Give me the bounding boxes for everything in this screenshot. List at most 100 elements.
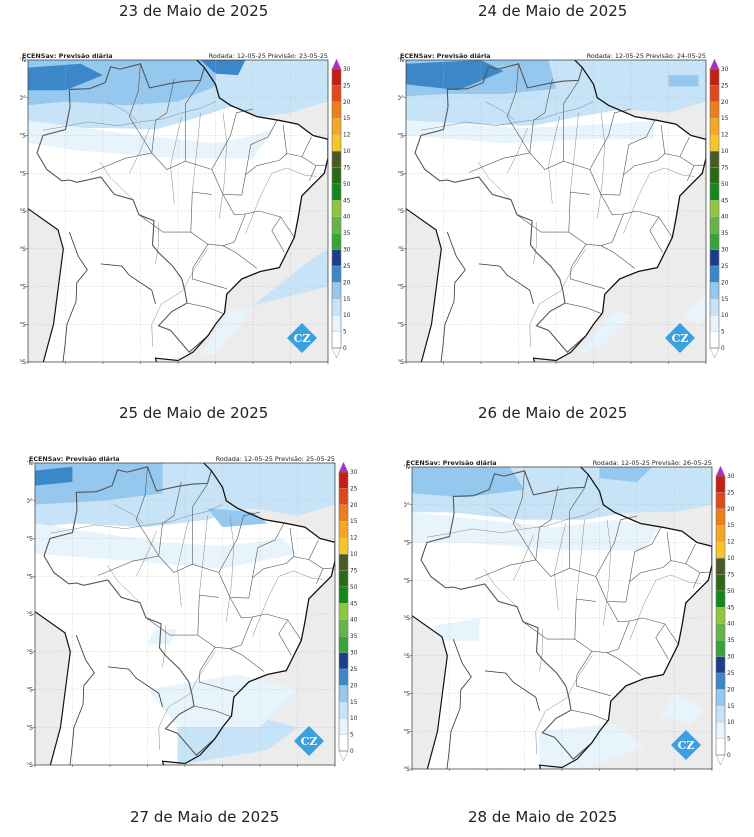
colorbar-segment bbox=[338, 504, 349, 522]
logo-diamond bbox=[671, 730, 701, 760]
colorbar-segment bbox=[338, 701, 349, 719]
colorbar-segment bbox=[331, 265, 342, 283]
colorbar-tick-label: 200 bbox=[727, 507, 734, 513]
colorbar-segment bbox=[331, 167, 342, 185]
colorbar-segment bbox=[715, 689, 726, 706]
state-border bbox=[90, 152, 317, 196]
colorbar-segment bbox=[715, 705, 726, 723]
colorbar-tick-label: 30 bbox=[727, 655, 734, 661]
colorbar-segment bbox=[709, 200, 720, 217]
colorbar-segment bbox=[709, 101, 720, 119]
river bbox=[539, 629, 543, 671]
river bbox=[170, 116, 183, 204]
colorbar-segment bbox=[331, 85, 342, 102]
colorbar-max-arrow bbox=[338, 461, 349, 473]
colorbar-tick-label: 0 bbox=[343, 346, 347, 352]
coastline bbox=[28, 60, 328, 362]
lat-label: 30°S bbox=[404, 727, 410, 735]
map-layer bbox=[35, 463, 335, 765]
lat-label: 15°S bbox=[404, 614, 410, 622]
river bbox=[507, 127, 528, 174]
logo-text: CZ bbox=[672, 332, 689, 345]
colorbar-segment bbox=[709, 265, 720, 283]
colorbar-min-arrow bbox=[338, 750, 349, 762]
colorbar-segment bbox=[331, 298, 342, 316]
map-header: ECENSav: Previsão diária Rodada: 12-05-2… bbox=[404, 459, 712, 469]
forecast-map-3: 75°W70°W65°W60°W55°W50°W45°W40°W35°W5°N0… bbox=[27, 455, 357, 767]
colorbar: 0 5 10 15 20 25 30 35 40 45 50 75 100 125 150 200 250 300… bbox=[338, 461, 357, 762]
colorbar-min-arrow bbox=[709, 347, 720, 359]
lat-label: 25°S bbox=[20, 283, 26, 291]
colorbar-segment bbox=[709, 167, 720, 185]
precip-area bbox=[35, 523, 298, 569]
colorbar-segment bbox=[709, 150, 720, 168]
colorbar-tick-label: 300 bbox=[727, 474, 734, 480]
colorbar-segment bbox=[709, 282, 720, 299]
run-info: Rodada: 12-05-25 Previsão: 25-05-25 bbox=[215, 455, 335, 463]
lat-label: 30°S bbox=[27, 723, 33, 731]
river bbox=[226, 515, 235, 622]
river bbox=[136, 530, 157, 577]
colorbar-tick-label: 15 bbox=[343, 297, 350, 303]
river bbox=[513, 534, 534, 581]
colorbar-max-arrow bbox=[331, 58, 342, 70]
state-border bbox=[145, 613, 302, 650]
river bbox=[529, 248, 587, 347]
colorbar-tick-label: 75 bbox=[343, 165, 350, 171]
colorbar-tick-label: 125 bbox=[343, 133, 350, 139]
colorbar: 0 5 10 15 20 25 30 35 40 45 50 75 100 125 150 200 250 300… bbox=[331, 58, 350, 359]
colorbar-segment bbox=[709, 85, 720, 102]
coastline bbox=[412, 467, 712, 769]
lat-label: 0° bbox=[398, 94, 404, 102]
colorbar-tick-label: 250 bbox=[350, 486, 357, 492]
footer-title-2: 28 de Maio de 2025 bbox=[468, 808, 618, 826]
colorbar-segment bbox=[338, 586, 349, 604]
state-border bbox=[252, 523, 285, 578]
colorbar-tick-label: 5 bbox=[343, 330, 347, 336]
colorbar-segment bbox=[709, 118, 720, 135]
colorbar-tick-label: 25 bbox=[727, 671, 734, 677]
colorbar-tick-label: 40 bbox=[727, 622, 734, 628]
state-border bbox=[629, 527, 662, 582]
state-border bbox=[468, 152, 695, 196]
state-border bbox=[185, 80, 201, 162]
precip-area bbox=[406, 60, 504, 91]
state-border bbox=[198, 647, 234, 693]
colorbar-tick-label: 0 bbox=[350, 749, 354, 755]
colorbar-tick-label: 5 bbox=[350, 733, 354, 739]
map-svg: 75°W70°W65°W60°W55°W50°W45°W40°W35°W5°N0… bbox=[404, 463, 734, 771]
colorbar-tick-label: 30 bbox=[721, 248, 728, 254]
lat-label: 5°S bbox=[20, 132, 26, 140]
lat-label: 10°S bbox=[20, 169, 26, 177]
colorbar-tick-label: 35 bbox=[343, 231, 350, 237]
colorbar-max-arrow bbox=[715, 465, 726, 477]
colorbar-segment bbox=[338, 635, 349, 653]
colorbar-segment bbox=[715, 525, 726, 542]
colorbar-segment bbox=[331, 150, 342, 168]
lat-label: 5°S bbox=[404, 539, 410, 547]
colorbar-tick-label: 50 bbox=[721, 182, 728, 188]
river bbox=[252, 570, 324, 637]
precip-area bbox=[200, 309, 253, 355]
colorbar-tick-label: 15 bbox=[727, 704, 734, 710]
state-border bbox=[158, 481, 182, 556]
state-border bbox=[192, 483, 208, 565]
lat-label: 5°N bbox=[398, 56, 404, 64]
lat-label: 0° bbox=[27, 497, 33, 505]
colorbar-tick-label: 40 bbox=[343, 215, 350, 221]
river bbox=[420, 101, 594, 131]
colorbar-min-arrow bbox=[331, 347, 342, 359]
colorbar-frame bbox=[338, 471, 349, 752]
river bbox=[603, 519, 612, 626]
lat-label: 20°S bbox=[404, 652, 410, 660]
state-border bbox=[666, 531, 672, 561]
colorbar-tick-label: 150 bbox=[721, 116, 728, 122]
state-border bbox=[222, 245, 257, 269]
state-border bbox=[229, 648, 264, 672]
precip-area bbox=[28, 120, 276, 159]
colorbar-tick-label: 20 bbox=[343, 280, 350, 286]
forecast-map-1: 75°W70°W65°W60°W55°W50°W45°W40°W35°W5°N0… bbox=[20, 52, 350, 364]
colorbar-segment bbox=[709, 298, 720, 316]
river bbox=[155, 222, 159, 264]
colorbar-segment bbox=[709, 68, 720, 86]
